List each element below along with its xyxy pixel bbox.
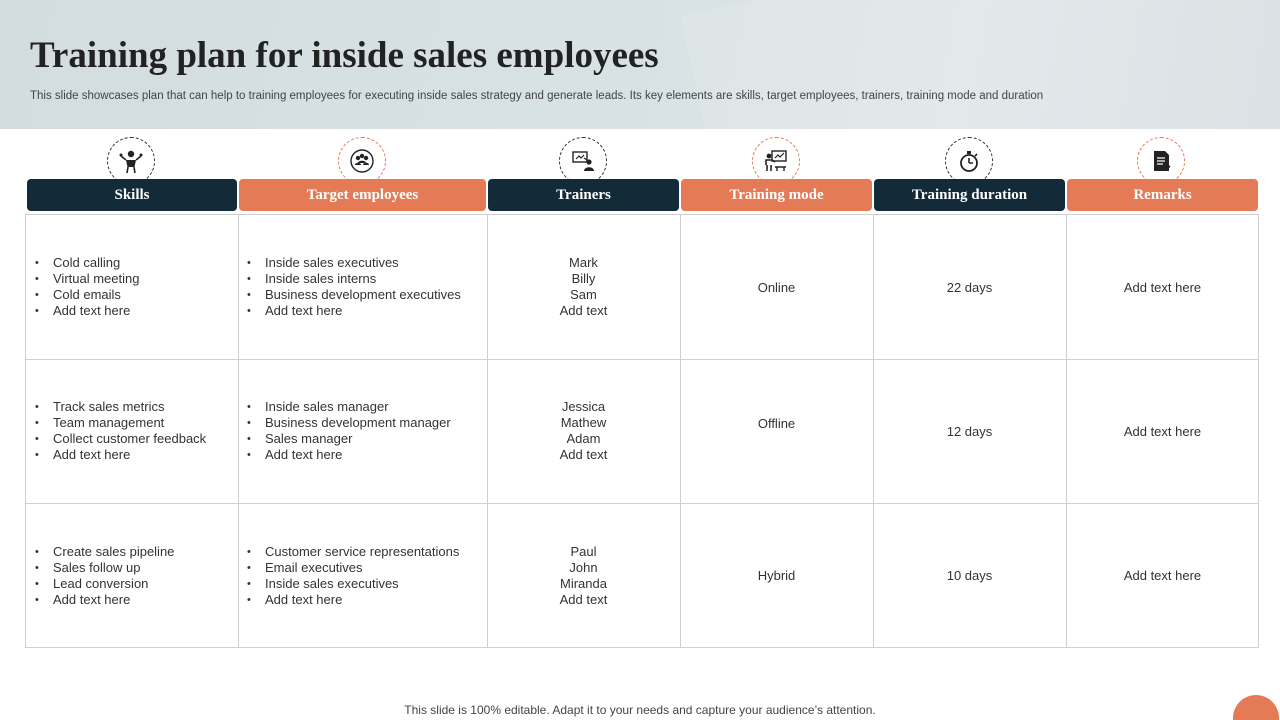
list-item: Business development manager <box>238 415 451 431</box>
list-item: Add text here <box>26 447 206 463</box>
trainer-name: Billy <box>571 271 596 286</box>
table-cell-mode: Hybrid <box>757 568 796 583</box>
table-cell-mode: Offline <box>757 415 796 431</box>
header-training-duration: Training duration <box>874 179 1065 211</box>
team-icon <box>338 137 386 185</box>
trainer-name: Sam <box>570 287 597 302</box>
list-item: Virtual meeting <box>26 271 139 287</box>
list-item: Add text here <box>238 592 459 608</box>
trainer-name: Add text <box>559 303 608 318</box>
trainer-name: Adam <box>566 431 601 446</box>
trainer-name: Mathew <box>560 415 607 430</box>
list-item: Cold emails <box>26 287 139 303</box>
trainer-name: Jessica <box>561 399 606 414</box>
table-cell-skills: Create sales pipeline Sales follow up Le… <box>26 503 238 648</box>
slide-subtitle: This slide showcases plan that can help … <box>30 90 1044 102</box>
table-cell-trainers: Mark Billy Sam Add text <box>487 215 680 359</box>
list-item: Cold calling <box>26 255 139 271</box>
header-training-mode: Training mode <box>681 179 872 211</box>
list-item: Sales manager <box>238 431 451 447</box>
trainer-name: Add text <box>559 447 608 462</box>
trainer-name: Paul <box>570 543 597 559</box>
stopwatch-icon <box>945 137 993 185</box>
list-item: Add text here <box>26 592 174 608</box>
list-item: Inside sales manager <box>238 399 451 415</box>
list-item: Inside sales interns <box>238 271 461 287</box>
trainer-name: Add text <box>559 591 608 607</box>
list-item: Track sales metrics <box>26 399 206 415</box>
list-item: Collect customer feedback <box>26 431 206 447</box>
table-cell-targets: Customer service representations Email e… <box>238 503 487 648</box>
table-cell-duration: 12 days <box>946 423 993 439</box>
table-cell-remarks: Add text here <box>1123 568 1202 583</box>
header-target-employees: Target employees <box>239 179 486 211</box>
table-cell-remarks: Add text here <box>1123 279 1202 295</box>
footer-note: This slide is 100% editable. Adapt it to… <box>404 703 876 717</box>
table-cell-skills: Cold calling Virtual meeting Cold emails… <box>26 215 238 359</box>
list-item: Team management <box>26 415 206 431</box>
list-item: Inside sales executives <box>238 255 461 271</box>
table-cell-mode: Online <box>757 279 796 295</box>
list-item: Add text here <box>238 303 461 319</box>
table-cell-targets: Inside sales manager Business developmen… <box>238 359 487 503</box>
list-item: Sales follow up <box>26 560 174 576</box>
list-item: Business development executives <box>238 287 461 303</box>
list-item: Create sales pipeline <box>26 544 174 560</box>
table-cell-targets: Inside sales executives Inside sales int… <box>238 215 487 359</box>
list-item: Lead conversion <box>26 576 174 592</box>
table-cell-trainers: Jessica Mathew Adam Add text <box>487 359 680 503</box>
presenter-icon <box>107 137 155 185</box>
list-item: Add text here <box>26 303 139 319</box>
header-skills: Skills <box>27 179 237 211</box>
header-trainers: Trainers <box>488 179 679 211</box>
table-cell-skills: Track sales metrics Team management Coll… <box>26 359 238 503</box>
table-cell-duration: 10 days <box>946 568 993 583</box>
slide-title: Training plan for inside sales employees <box>30 35 659 76</box>
header-remarks: Remarks <box>1067 179 1258 211</box>
header-band: Training plan for inside sales employees… <box>0 0 1280 129</box>
list-item: Add text here <box>238 447 451 463</box>
table-cell-remarks: Add text here <box>1123 423 1202 439</box>
table-cell-duration: 22 days <box>946 279 993 295</box>
trainer-icon <box>559 137 607 185</box>
trainer-name: Miranda <box>560 575 607 591</box>
training-table: Cold calling Virtual meeting Cold emails… <box>25 214 1259 648</box>
corner-decoration <box>1233 695 1279 720</box>
list-item: Email executives <box>238 560 459 576</box>
table-cell-trainers: Paul John Miranda Add text <box>487 503 680 648</box>
trainer-name: Mark <box>569 255 598 270</box>
list-item: Customer service representations <box>238 544 459 560</box>
list-item: Inside sales executives <box>238 576 459 592</box>
document-icon <box>1137 137 1185 185</box>
trainer-name: John <box>569 559 598 575</box>
whiteboard-icon <box>752 137 800 185</box>
